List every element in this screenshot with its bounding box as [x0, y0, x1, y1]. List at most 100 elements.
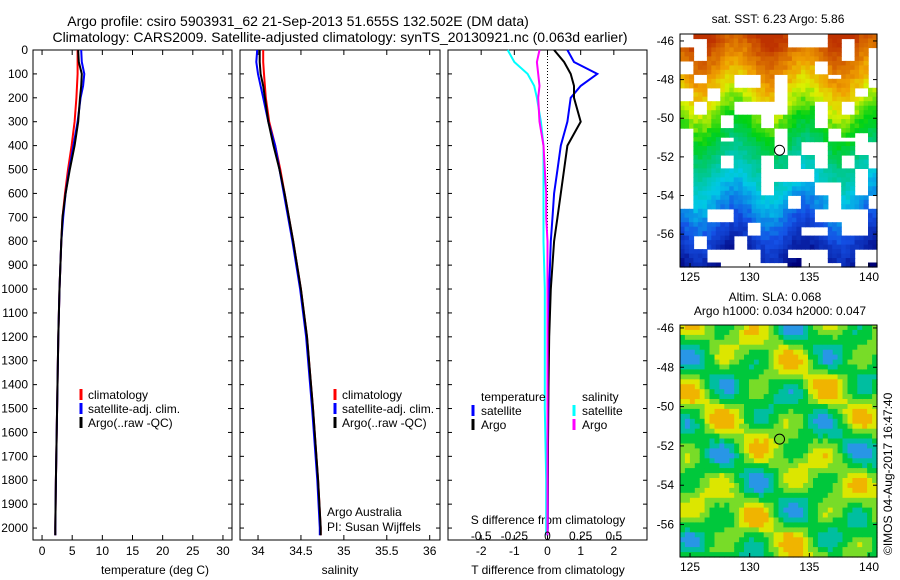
map-cell — [702, 177, 708, 183]
map-cell — [773, 394, 780, 400]
map-cell — [720, 34, 726, 40]
map-cell — [747, 172, 753, 178]
map-cell — [778, 502, 784, 509]
map-cell — [818, 47, 824, 53]
map-cell — [803, 428, 809, 435]
map-cell — [800, 51, 806, 57]
map-cell — [837, 487, 844, 494]
map-cell — [867, 458, 873, 464]
map-cell — [800, 110, 806, 116]
map-cell — [689, 423, 696, 430]
map-cell — [778, 119, 784, 125]
map-cell — [823, 132, 829, 138]
map-cell — [702, 119, 708, 125]
map-cell — [798, 394, 804, 400]
map-cell — [832, 92, 838, 98]
map-cell — [787, 190, 793, 196]
map-cell — [805, 56, 811, 62]
map-cell — [747, 240, 753, 246]
map-y-tick-label: -54 — [657, 189, 675, 203]
map-cell — [747, 47, 753, 53]
map-cell — [832, 547, 839, 553]
map-cell — [711, 177, 717, 183]
map-cell — [760, 195, 766, 201]
map-cell — [813, 507, 819, 514]
map-cell — [872, 507, 878, 514]
map-cell — [787, 244, 793, 250]
map-cell — [768, 468, 775, 474]
map-cell — [859, 56, 865, 62]
map-cell — [847, 404, 853, 410]
map-cell — [857, 329, 863, 336]
map-cell — [756, 199, 762, 205]
map-cell — [742, 181, 748, 187]
map-cell — [827, 492, 834, 499]
map-cell — [774, 240, 780, 246]
map-cell — [837, 344, 844, 351]
map-cell — [862, 537, 868, 543]
map-cell — [803, 394, 809, 400]
map-cell — [758, 502, 765, 509]
map-cell — [742, 168, 748, 174]
map-cell — [719, 349, 725, 356]
map-cell — [711, 186, 717, 192]
map-cell — [868, 123, 874, 129]
map-cell — [847, 502, 853, 509]
map-cell — [836, 43, 842, 49]
map-cell — [836, 253, 842, 259]
argo-position-marker — [774, 433, 786, 445]
map-cell — [827, 433, 834, 440]
map-cell — [711, 204, 717, 210]
map-cell — [823, 199, 829, 205]
map-cell — [742, 159, 748, 165]
map-cell — [709, 394, 715, 400]
map-cell — [803, 507, 809, 514]
map-cell — [706, 38, 712, 44]
map-cell — [805, 119, 811, 125]
map-cell — [684, 399, 691, 405]
map-cell — [706, 74, 712, 80]
map-y-tick-label: -48 — [657, 73, 675, 87]
map-cell — [699, 379, 706, 385]
map-cell — [715, 47, 721, 53]
map-cell — [709, 552, 715, 558]
map-cell — [808, 369, 814, 375]
map-cell — [852, 428, 858, 435]
map-cell — [753, 364, 760, 370]
map-cell — [850, 186, 856, 192]
map-cell — [724, 448, 730, 454]
map-cell — [773, 369, 780, 375]
map-cell — [706, 204, 712, 210]
map-cell — [747, 168, 753, 174]
map-cell — [818, 137, 824, 143]
map-cell — [709, 384, 715, 390]
map-cell — [803, 502, 809, 509]
map-cell — [699, 438, 706, 444]
map-cell — [739, 359, 745, 366]
map-cell — [702, 159, 708, 165]
map-cell — [719, 399, 725, 405]
map-cell — [837, 547, 844, 553]
map-cell — [724, 487, 730, 494]
map-cell — [850, 262, 856, 268]
map-cell — [709, 542, 715, 548]
map-cell — [783, 512, 789, 519]
map-cell — [738, 177, 744, 183]
map-cell — [857, 483, 863, 489]
map-cell — [774, 235, 780, 241]
map-cell — [738, 217, 744, 223]
map-cell — [715, 163, 721, 169]
map-cell — [850, 258, 856, 264]
map-cell — [817, 468, 824, 474]
y-tick-label: 700 — [8, 210, 28, 224]
diff-line-s-satellite — [506, 49, 548, 536]
map-cell — [800, 137, 806, 143]
map-cell — [805, 195, 811, 201]
map-cell — [724, 235, 730, 241]
map-cell — [867, 369, 873, 375]
map-cell — [845, 87, 851, 93]
map-cell — [689, 253, 695, 259]
map-cell — [859, 105, 865, 111]
map-cell — [791, 240, 797, 246]
map-cell — [841, 74, 847, 80]
